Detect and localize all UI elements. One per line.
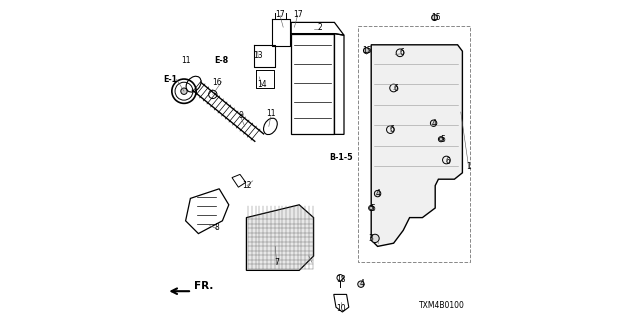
Text: 2: 2 <box>317 23 323 32</box>
Text: 8: 8 <box>214 223 220 232</box>
Text: 13: 13 <box>253 51 263 60</box>
Text: 11: 11 <box>182 56 191 65</box>
Text: E-1: E-1 <box>163 75 177 84</box>
Text: 3: 3 <box>369 234 374 243</box>
Text: 6: 6 <box>390 125 394 134</box>
Circle shape <box>439 138 443 141</box>
Text: 12: 12 <box>243 181 252 190</box>
Text: 17: 17 <box>292 10 303 19</box>
Circle shape <box>364 48 369 53</box>
Text: TXM4B0100: TXM4B0100 <box>419 301 465 310</box>
Circle shape <box>431 120 437 126</box>
Text: 17: 17 <box>275 10 285 19</box>
Text: B-1-5: B-1-5 <box>330 153 353 162</box>
Circle shape <box>181 88 187 94</box>
Circle shape <box>371 234 380 243</box>
Text: 4: 4 <box>431 119 436 128</box>
Circle shape <box>432 15 438 20</box>
Circle shape <box>374 190 381 197</box>
Circle shape <box>370 206 373 210</box>
Text: 7: 7 <box>275 258 279 267</box>
Text: 16: 16 <box>212 78 222 87</box>
Text: 15: 15 <box>431 13 441 22</box>
Text: 4: 4 <box>375 189 380 198</box>
Text: 6: 6 <box>400 48 404 57</box>
Text: 11: 11 <box>266 109 275 118</box>
Text: 5: 5 <box>371 204 375 212</box>
Text: 9: 9 <box>238 111 243 120</box>
Text: FR.: FR. <box>193 281 213 292</box>
Text: 15: 15 <box>362 46 372 55</box>
Text: 18: 18 <box>337 276 346 284</box>
Text: 6: 6 <box>445 157 451 166</box>
Polygon shape <box>371 45 462 246</box>
Text: E-8: E-8 <box>214 56 229 65</box>
Text: 6: 6 <box>394 84 398 92</box>
Polygon shape <box>246 205 314 270</box>
Text: 1: 1 <box>467 162 471 171</box>
Circle shape <box>358 281 364 287</box>
Text: 5: 5 <box>440 135 445 144</box>
Text: 10: 10 <box>336 304 346 313</box>
Text: 14: 14 <box>257 80 267 89</box>
Text: 4: 4 <box>359 279 364 288</box>
